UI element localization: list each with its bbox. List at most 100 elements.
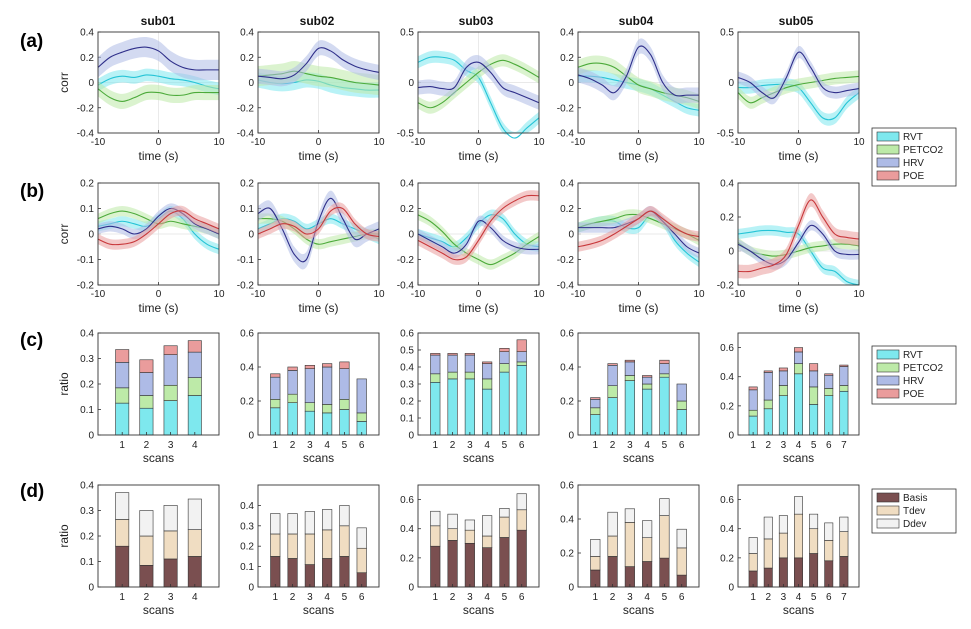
row-d-panel-3-bar-5-tdev: [499, 516, 510, 538]
row-d-panel-1-ytick-label: 0.2: [80, 532, 94, 543]
row-b-panel-2-frame: [257, 182, 380, 286]
row-c-panel-5-bar-2-rvt: [763, 408, 773, 436]
row-c-panel-2-ytick-label: 0: [248, 431, 254, 442]
ratio-legend: RVT PETCO2 HRV POE: [871, 345, 957, 405]
row-d-panel-1-xlabel: scans: [143, 603, 174, 617]
row-d-panel-5-xtick-label: 1: [750, 592, 756, 603]
row-c-panel-3-ytick-label: 0.2: [400, 397, 414, 408]
row-b-panel-4-ytick-label: -0.4: [557, 281, 575, 292]
row-d-panel-4-ytick-label: 0: [568, 583, 574, 594]
row-c-panel-3-bar-2-rvt: [447, 378, 458, 436]
row-c-panel-4-bar-2-petco2: [607, 385, 618, 398]
row-d-panel-2-xtick-label: 3: [307, 592, 313, 603]
row-d-panel-4-bar-1-tdev: [590, 556, 601, 571]
row-a-panel-1-ytick-label: 0.4: [80, 28, 94, 39]
row-d-panel-5-bar-6-tdev: [824, 540, 834, 562]
row-d-panel-4-bar-4-ddev: [642, 520, 653, 539]
row-b-panel-5-band-poe: [738, 193, 859, 279]
row-c-panel-2-bar-6-petco2: [356, 412, 367, 422]
row-c-panel-2-bar-2-rvt: [287, 402, 298, 436]
row-a-panel-1-xtick-label: 10: [213, 137, 225, 148]
row-c-panel-1-bar-4-poe: [187, 340, 202, 353]
row-c-panel-3-ytick-label: 0.4: [400, 363, 414, 374]
row-c-panel-3-ytick-label: 0.1: [400, 414, 414, 425]
row-c-panel-1-xtick-label: 3: [168, 440, 174, 451]
row-c-panel-5-bar-2-hrv: [763, 372, 773, 401]
row-d-panel-3-bar-3-basis: [464, 542, 475, 588]
row-c-panel-4-bar-4-poe: [642, 375, 653, 378]
row-a-panel-1-line-hrv: [97, 46, 219, 71]
row-d-panel-2-ytick-label: 0.3: [240, 521, 254, 532]
legend-swatch-petco2: [876, 144, 900, 155]
row-d-panel-5-xtick-label: 7: [841, 592, 847, 603]
row-b-panel-3-band-petco2: [418, 209, 539, 270]
row-c-panel-1-bar-3-poe: [163, 345, 178, 355]
row-b-panel-5-frame: [737, 182, 860, 286]
row-d-panel-4-bar-2-ddev: [607, 511, 618, 537]
row-d-panel-1-xtick-label: 2: [144, 592, 150, 603]
row-d-panel-5-ytick-label: 0: [728, 583, 734, 594]
row-c-panel-2-bar-1-poe: [270, 373, 281, 378]
row-c-panel-5-bar-4-petco2: [794, 363, 803, 375]
row-c-panel-2-ytick-label: 0.6: [240, 329, 254, 340]
ratio-swatch-poe: [876, 388, 900, 399]
row-a-panel-1-xtick-label: 0: [156, 137, 162, 148]
row-c-panel-2-xtick-label: 4: [324, 440, 330, 451]
row-c-panel-2-xtick-label: 6: [359, 440, 365, 451]
ratio-swatch-rvt: [876, 349, 900, 360]
row-d-panel-1-xtick-label: 4: [192, 592, 198, 603]
row-a-panel-2-xtick-label: -10: [251, 137, 266, 148]
row-a-panel-1-ytick-label: 0.2: [80, 53, 94, 64]
row-a-panel-4: -0.4 -0.2 0 0.2 0.4 time (s) -10 0 10: [557, 28, 705, 164]
row-d-panel-2-ytick-label: 0.4: [240, 501, 254, 512]
row-d-panel-5-xtick-label: 6: [826, 592, 832, 603]
row-b-panel-1-line-hrv: [97, 207, 220, 235]
row-a-panel-5-line-hrv: [737, 51, 860, 99]
row-c-panel-5-bar-1-poe: [748, 386, 758, 391]
row-c-panel-1-bar-1-petco2: [115, 387, 130, 404]
legend-label-hrv: HRV: [903, 158, 924, 169]
row-d-panel-5-bar-2-tdev: [763, 538, 773, 569]
row-d-panel-1-ytick-label: 0.3: [80, 506, 94, 517]
row-c-panel-2-bar-5-rvt: [339, 409, 350, 436]
row-c-panel-5-bar-7-rvt: [839, 390, 849, 436]
row-b-panel-3-band-hrv: [418, 215, 539, 259]
row-a-panel-1-line-rvt: [97, 74, 220, 90]
dev-label-ddev: Ddev: [903, 519, 926, 530]
row-d-panel-5-frame: [737, 484, 860, 588]
row-c-panel-5-xtick-label: 7: [841, 440, 847, 451]
row-c-panel-2-bar-1-rvt: [270, 407, 281, 436]
row-c-panel-5-bar-4-poe: [794, 347, 803, 353]
row-d-panel-5-xtick-label: 4: [796, 592, 802, 603]
dev-label-basis: Basis: [903, 493, 927, 504]
row-c-panel-5-bar-7-poe: [839, 364, 849, 367]
row-c-panel-4-xtick-label: 6: [679, 440, 685, 451]
row-d-panel-2-ytick-label: 0.1: [240, 562, 254, 573]
row-c-panel-3-xtick-label: 2: [450, 440, 456, 451]
row-c-panel-1-ytick-label: 0.3: [80, 354, 94, 365]
row-c-panel-4-bar-1-poe: [590, 397, 601, 400]
row-c-panel-2-bar-3-rvt: [304, 410, 315, 436]
row-d-panel-5-bar-1-ddev: [748, 537, 758, 554]
row-c-panel-5-bar-6-hrv: [824, 374, 834, 389]
row-b-panel-1-ylabel: corr: [57, 224, 71, 245]
row-c-panel-5-xtick-label: 5: [811, 440, 817, 451]
row-d-panel-3-bar-6-tdev: [516, 509, 527, 531]
row-c-panel-2-bar-3-hrv: [304, 368, 315, 404]
row-b-panel-4-xtick-label: 10: [693, 289, 705, 300]
row-a-panel-4-band-hrv: [578, 38, 699, 104]
row-a-panel-2-band-petco2: [258, 61, 379, 96]
row-c-panel-2-xlabel: scans: [303, 451, 334, 465]
dev-legend: Basis Tdev Ddev: [871, 488, 957, 534]
row-b-panel-5-xtick-label: 0: [796, 289, 802, 300]
row-d-panel-2-bar-5-tdev: [339, 525, 350, 557]
row-b-panel-1-xtick-label: -10: [91, 289, 106, 300]
row-b-panel-1-ytick-label: -0.1: [77, 255, 95, 266]
row-d-panel-5-bar-1-tdev: [748, 553, 758, 572]
row-c-panel-3-bar-6-poe: [516, 339, 527, 352]
row-c-panel-1-bar-4-hrv: [187, 351, 202, 378]
row-c-panel-4-bar-1-petco2: [590, 407, 601, 415]
row-c-panel-3-bar-3-hrv: [464, 354, 475, 373]
